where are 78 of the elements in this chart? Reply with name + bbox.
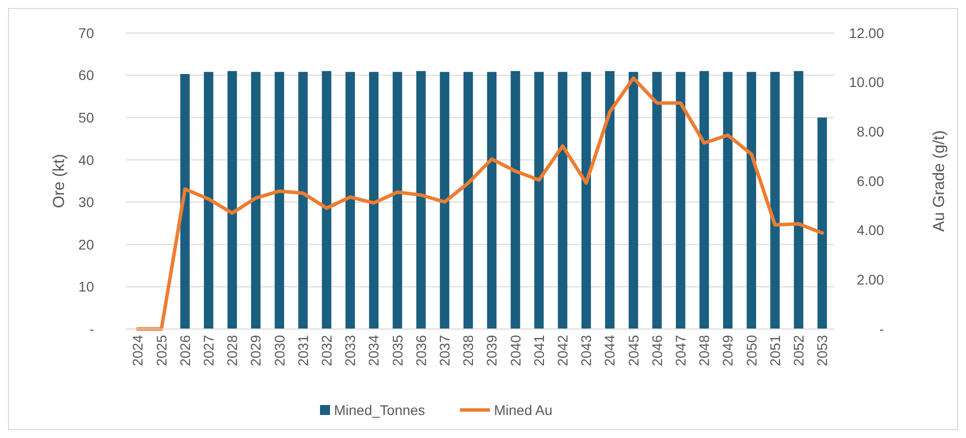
legend-label: Mined_Tonnes xyxy=(334,402,426,418)
bar xyxy=(298,72,308,329)
y-axis-title: Ore (kt) xyxy=(51,154,68,208)
y2-tick-label: 6.00 xyxy=(856,172,884,189)
x-tick-label: 2044 xyxy=(602,334,618,366)
y-tick-label: 60 xyxy=(78,67,94,84)
bar xyxy=(652,72,662,329)
bar xyxy=(369,72,379,329)
x-tick-label: 2043 xyxy=(578,334,594,366)
y2-axis-title: Au Grade (g/t) xyxy=(931,130,948,232)
y-tick-label: 70 xyxy=(78,24,94,41)
bar xyxy=(723,72,733,329)
x-tick-label: 2035 xyxy=(389,334,406,366)
y-tick-label: 40 xyxy=(78,152,94,168)
bar xyxy=(487,72,497,329)
bar xyxy=(510,71,520,329)
y2-tick-label: - xyxy=(879,320,884,337)
x-tick-label: 2049 xyxy=(720,334,736,366)
bar xyxy=(746,72,756,329)
x-tick-label: 2036 xyxy=(412,334,429,366)
x-tick-label: 2033 xyxy=(342,334,358,366)
x-tick-label: 2052 xyxy=(790,334,806,366)
x-tick-label: 2032 xyxy=(318,334,334,366)
bar xyxy=(204,72,214,329)
bar xyxy=(274,72,284,329)
legend-label: Mined Au xyxy=(494,402,552,418)
bar xyxy=(180,74,190,329)
bar xyxy=(440,72,450,329)
bar xyxy=(581,72,591,329)
bar xyxy=(251,72,261,329)
bar xyxy=(817,118,827,329)
x-tick-label: 2039 xyxy=(484,334,500,366)
x-tick-label: 2031 xyxy=(294,334,311,366)
x-tick-label: 2040 xyxy=(507,334,524,366)
bar xyxy=(676,72,686,329)
x-tick-label: 2038 xyxy=(460,334,476,366)
bar xyxy=(558,72,568,329)
x-tick-label: 2025 xyxy=(153,334,170,366)
x-tick-label: 2042 xyxy=(554,334,570,366)
x-tick-label: 2024 xyxy=(130,334,146,366)
bar xyxy=(794,71,804,329)
y-tick-label: 10 xyxy=(78,278,94,295)
y-tick-label: - xyxy=(89,320,94,337)
x-tick-label: 2053 xyxy=(814,334,830,366)
x-tick-label: 2047 xyxy=(672,334,688,366)
y-tick-label: 50 xyxy=(78,109,94,126)
y2-tick-label: 10.00 xyxy=(848,74,884,90)
x-tick-label: 2046 xyxy=(648,334,665,366)
y2-tick-label: 12.00 xyxy=(848,24,884,41)
y-tick-label: 20 xyxy=(78,236,94,252)
bar xyxy=(699,71,709,329)
x-tick-label: 2041 xyxy=(530,334,547,366)
bar xyxy=(605,71,615,329)
bar xyxy=(345,72,355,329)
y-tick-label: 30 xyxy=(78,194,94,210)
bar xyxy=(463,72,473,329)
x-tick-label: 2048 xyxy=(696,334,712,366)
bar xyxy=(628,72,638,329)
bar xyxy=(392,72,402,329)
x-tick-label: 2050 xyxy=(743,334,760,366)
x-tick-label: 2027 xyxy=(200,334,216,366)
x-tick-label: 2029 xyxy=(248,334,264,366)
x-tick-label: 2028 xyxy=(224,334,240,366)
x-tick-label: 2037 xyxy=(436,334,452,366)
x-tick-label: 2026 xyxy=(176,334,193,366)
y2-tick-label: 8.00 xyxy=(856,124,884,140)
x-tick-label: 2030 xyxy=(271,334,288,366)
x-tick-label: 2034 xyxy=(366,334,382,366)
x-tick-label: 2045 xyxy=(625,334,642,366)
bar xyxy=(322,71,332,329)
y2-tick-label: 2.00 xyxy=(856,272,884,288)
bar xyxy=(534,72,544,329)
y2-tick-label: 4.00 xyxy=(856,222,884,238)
x-tick-label: 2051 xyxy=(766,334,783,366)
bar xyxy=(416,71,426,329)
bar xyxy=(770,72,780,329)
line-series xyxy=(136,76,824,331)
bar xyxy=(227,71,237,329)
